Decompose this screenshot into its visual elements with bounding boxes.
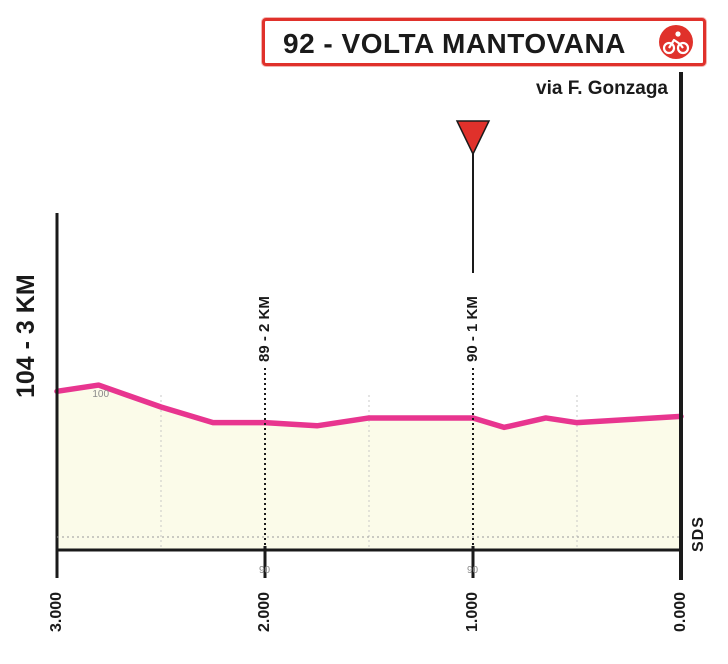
finish-title: 92 - VOLTA MANTOVANA (283, 28, 626, 59)
sds-label: SDS (690, 516, 707, 552)
checkpoint-label-2km: 89 - 2 KM (256, 296, 273, 362)
finish-location-box: 92 - VOLTA MANTOVANA (262, 18, 706, 66)
profile-line (54, 382, 684, 431)
distance-tick-label: 1.000 (464, 591, 481, 632)
distance-tick-label: 3.000 (48, 591, 65, 632)
start-distance-label: 104 - 3 KM (12, 274, 40, 398)
distance-tick-label: 2.000 (256, 591, 273, 632)
flamme-rouge-icon (455, 120, 491, 156)
distance-tick-label: 0.000 (672, 591, 689, 632)
elevation-label: 90 (259, 565, 271, 576)
elevation-label: 100 (92, 389, 109, 400)
cyclist-icon (659, 25, 693, 59)
checkpoint-label-1km: 90 - 1 KM (464, 296, 481, 362)
elevation-label: 90 (467, 565, 479, 576)
profile-area-fill (57, 385, 681, 550)
finish-street-label: via F. Gonzaga (536, 78, 668, 99)
